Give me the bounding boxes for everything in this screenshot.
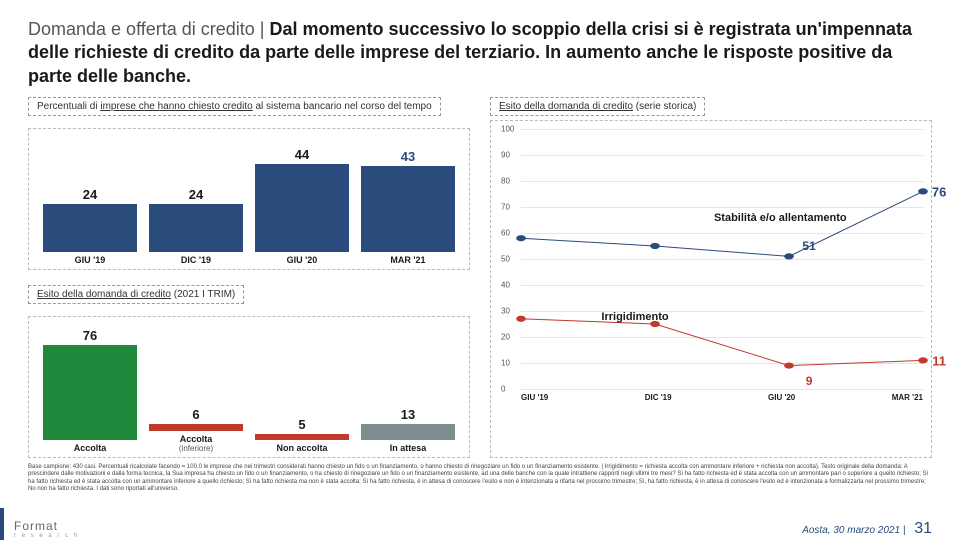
chart1-subtitle: Percentuali di imprese che hanno chiesto… — [28, 97, 441, 116]
bar-group: 13In attesa — [361, 407, 454, 453]
chart1-bars: 24GIU '1924DIC '1944GIU '2043MAR '21 — [29, 129, 469, 269]
bar-group: 24GIU '19 — [43, 187, 136, 265]
logo: Format — [14, 519, 79, 533]
chart2-subtitle: Esito della domanda di credito (2021 I T… — [28, 285, 244, 304]
page-title: Domanda e offerta di credito | Dal momen… — [0, 0, 960, 96]
chart3-subtitle-wrap: Esito della domanda di credito (serie st… — [490, 96, 932, 120]
bar-group: 5Non accolta — [255, 417, 348, 453]
chart2-subtitle-wrap: Esito della domanda di credito (2021 I T… — [28, 284, 470, 308]
chart3-subtitle: Esito della domanda di credito (serie st… — [490, 97, 705, 116]
bar-group: 6Accolta(inferiore) — [149, 407, 242, 454]
chart3-box: 0102030405060708090100Stabilità e/o alle… — [490, 120, 932, 458]
title-light: Domanda e offerta di credito | — [28, 19, 269, 39]
chart2-box: 76Accolta 6Accolta(inferiore) 5Non accolta… — [28, 316, 470, 458]
page-info: Aosta, 30 marzo 2021 | 31 — [802, 520, 932, 538]
chart1-box: 24GIU '1924DIC '1944GIU '2043MAR '21 — [28, 128, 470, 270]
bar-group: 24DIC '19 — [149, 187, 242, 265]
footer-bar: Format r e s e a r c h Aosta, 30 marzo 2… — [0, 518, 960, 540]
chart1-subtitle-wrap: Percentuali di imprese che hanno chiesto… — [28, 96, 470, 120]
footer-text: Base campione: 430 casi. Percentuali ric… — [0, 458, 960, 495]
logo-sub: r e s e a r c h — [14, 533, 79, 539]
logo-block: Format r e s e a r c h — [14, 519, 79, 539]
bar-group: 44GIU '20 — [255, 147, 348, 265]
chart3-plot: 0102030405060708090100Stabilità e/o alle… — [491, 121, 931, 421]
bar-group: 76Accolta — [43, 328, 136, 453]
chart2-bars: 76Accolta 6Accolta(inferiore) 5Non accolta… — [29, 317, 469, 457]
left-column: Percentuali di imprese che hanno chiesto… — [28, 96, 470, 458]
right-column: Esito della domanda di credito (serie st… — [490, 96, 932, 458]
content-area: Percentuali di imprese che hanno chiesto… — [0, 96, 960, 458]
bar-group: 43MAR '21 — [361, 149, 454, 265]
